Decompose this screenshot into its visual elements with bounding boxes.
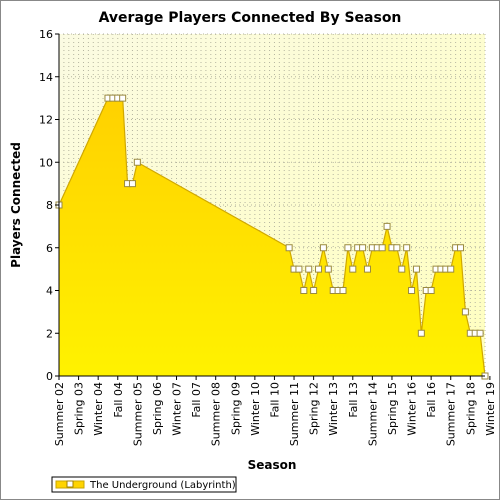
data-point [133, 158, 141, 166]
x-tick-label: Spring 03 [73, 382, 86, 435]
x-tick-label: Winter 04 [92, 382, 105, 436]
x-tick-label: Winter 16 [406, 382, 419, 436]
data-point [349, 265, 357, 273]
x-tick-label: Spring 12 [308, 382, 321, 435]
y-tick-label: 8 [46, 199, 53, 212]
data-point [461, 308, 469, 316]
x-tick-label: Fall 10 [268, 382, 281, 418]
data-point [393, 244, 401, 252]
x-tick-label: Winter 10 [249, 382, 262, 436]
x-tick-label: Summer 11 [288, 382, 301, 446]
y-ticks: 0 2 4 6 8 10 12 14 16 [39, 28, 59, 383]
data-point [359, 244, 367, 252]
data-point [383, 222, 391, 230]
x-tick-label: Fall 07 [190, 382, 203, 418]
legend-marker [66, 480, 74, 488]
data-point [447, 265, 455, 273]
data-point [119, 94, 127, 102]
data-point [310, 287, 318, 294]
x-tick-label: Spring 18 [464, 382, 477, 435]
x-tick-label: Summer 02 [53, 382, 66, 446]
x-tick-label: Summer 14 [366, 382, 379, 446]
x-tick-label: Fall 04 [112, 382, 125, 418]
x-tick-label: Spring 06 [151, 382, 164, 435]
data-point [295, 265, 303, 273]
data-point [128, 180, 136, 188]
x-ticks: Summer 02 Spring 03 Winter 04 Fall 04 Summer… [53, 376, 497, 446]
y-axis-title: Players Connected [9, 142, 23, 268]
legend-label: The Underground (Labyrinth) [89, 480, 236, 491]
data-point [363, 265, 371, 273]
x-tick-label: Winter 19 [484, 382, 497, 436]
data-point [339, 287, 347, 294]
y-tick-label: 4 [46, 285, 53, 298]
data-point [403, 244, 411, 252]
y-tick-label: 0 [46, 370, 53, 383]
x-tick-label: Fall 16 [425, 382, 438, 418]
x-tick-label: Spring 15 [386, 382, 399, 435]
data-point [408, 287, 416, 294]
x-tick-label: Winter 13 [327, 382, 340, 436]
x-tick-label: Summer 17 [445, 382, 458, 446]
y-tick-label: 12 [39, 114, 53, 127]
data-point [476, 329, 484, 337]
data-point [378, 244, 386, 252]
x-tick-label: Summer 05 [131, 382, 144, 446]
data-point [319, 244, 327, 252]
data-point [315, 265, 323, 273]
data-point [427, 287, 435, 294]
legend: The Underground (Labyrinth) [51, 476, 237, 493]
chart-title: Average Players Connected By Season [99, 10, 402, 26]
x-axis-title: Season [248, 458, 297, 472]
y-tick-label: 2 [46, 327, 53, 340]
data-point [344, 244, 352, 252]
x-tick-label: Winter 07 [171, 382, 184, 436]
series-points [55, 94, 489, 380]
data-point [300, 287, 308, 294]
x-tick-label: Summer 08 [210, 382, 223, 446]
y-tick-label: 14 [39, 71, 53, 84]
y-tick-label: 16 [39, 28, 53, 41]
data-point [398, 265, 406, 273]
legend-box [51, 476, 237, 493]
data-point [417, 329, 425, 337]
x-tick-label: Fall 13 [347, 382, 360, 418]
x-tick-label: Spring 09 [229, 382, 242, 435]
y-tick-label: 10 [39, 156, 53, 169]
data-point [285, 244, 293, 252]
data-point [305, 265, 313, 273]
data-point [324, 265, 332, 273]
series-fill [59, 98, 485, 376]
data-point [412, 265, 420, 273]
y-tick-label: 6 [46, 242, 53, 255]
data-point [457, 244, 465, 252]
